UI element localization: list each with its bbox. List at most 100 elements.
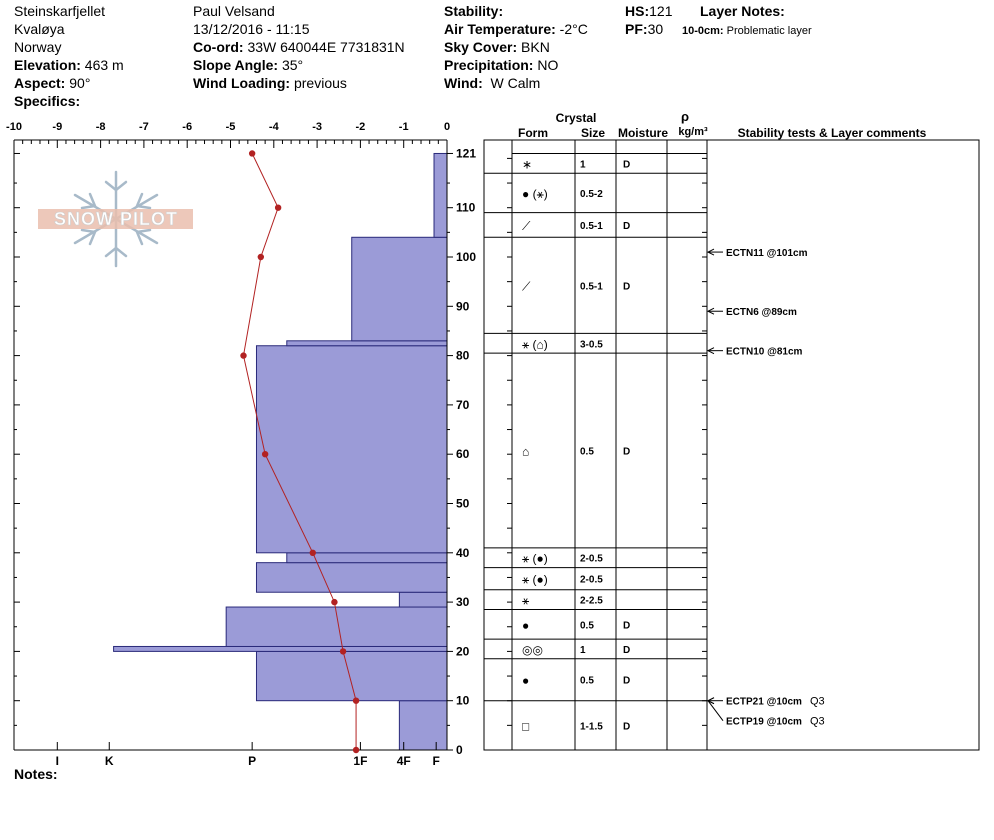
air-temp-label: Air Temperature: [444, 21, 556, 37]
hardness-tick-label: F [433, 754, 440, 768]
hardness-tick-label: P [248, 754, 256, 768]
hardness-bar [433, 152, 448, 238]
layer-form: ∗ [522, 157, 532, 171]
layer-size: 1 [580, 159, 586, 170]
header-comments: Stability tests & Layer comments [738, 126, 927, 140]
height-tick-label: 10 [456, 694, 470, 708]
layer-size: 0.5 [580, 620, 594, 631]
stability-test-label: ECTP19 @10cm [726, 717, 802, 728]
country: Norway [14, 39, 62, 55]
layer-size: 2-2.5 [580, 596, 603, 607]
layer-form: ⚹ (⌂) [522, 337, 548, 351]
temp-tick-label: -7 [139, 121, 149, 133]
sky-label: Sky Cover: [444, 39, 518, 55]
height-tick-label: 0 [456, 743, 463, 757]
coordinates: Co-ord: 33W 640044E 7731831N [193, 39, 405, 56]
height-tick-label: 80 [456, 349, 470, 363]
stability-test-arrow [707, 700, 724, 722]
height-tick-label: 121 [456, 146, 476, 160]
layer-size: 0.5-1 [580, 221, 603, 232]
layer-note-depth: 10-0cm: [682, 25, 724, 37]
layer-size: 0.5-1 [580, 281, 603, 292]
temp-tick-label: -4 [269, 121, 280, 133]
layer-moisture: D [623, 645, 630, 656]
height-tick-label: 30 [456, 595, 470, 609]
layer-size: 2-0.5 [580, 575, 603, 586]
pf-label: PF: [625, 21, 648, 37]
temperature-point [240, 352, 247, 359]
layer-size: 1 [580, 645, 586, 656]
wind-loading-value: previous [293, 75, 347, 91]
precipitation: Precipitation: NO [444, 57, 558, 74]
layer-form: ● (⚹) [522, 187, 548, 201]
stability-test-label: ECTN10 @81cm [726, 347, 803, 358]
slope-value: 35° [281, 57, 304, 73]
header-form: Form [518, 126, 548, 140]
layer-moisture: D [623, 721, 630, 732]
header-crystal: Crystal [556, 111, 597, 125]
table-frame [483, 139, 980, 751]
hardness-tick-label: I [56, 754, 59, 768]
hardness-tick-label: 1F [353, 754, 367, 768]
stability-test-quality: Q3 [810, 716, 825, 728]
layer-form: ● [522, 674, 529, 688]
layer-size: 1-1.5 [580, 721, 603, 732]
coord-label: Co-ord: [193, 39, 244, 55]
temp-tick-label: -5 [226, 121, 236, 133]
temp-tick-label: -2 [356, 121, 366, 133]
hardness-bar [255, 562, 448, 593]
layer-form: ⌂ [522, 445, 529, 459]
layer-form: ⟋ [522, 219, 531, 233]
stability-test-arrowhead [706, 697, 715, 705]
layer-form: ⚹ [522, 594, 529, 608]
stability-test-quality: Q3 [810, 696, 825, 708]
air-temp-value: -2°C [559, 21, 588, 37]
layer-size: 0.5 [580, 676, 594, 687]
hs-value: 121 [649, 3, 673, 19]
layer-form: ⚹ (●) [522, 552, 548, 566]
header-moisture: Moisture [618, 126, 668, 140]
temperature-point [274, 204, 282, 211]
hardness-bar [113, 645, 448, 652]
hardness-bar [398, 700, 448, 751]
height-tick-label: 110 [456, 201, 476, 215]
elevation-value: 463 m [84, 57, 124, 73]
precip-value: NO [537, 57, 559, 73]
layer-form: ● [522, 618, 529, 632]
hardness-tick-label: 4F [397, 754, 411, 768]
hardness-bar [286, 340, 448, 347]
precip-label: Precipitation: [444, 57, 534, 73]
sky-cover: Sky Cover: BKN [444, 39, 550, 56]
slope-label: Slope Angle: [193, 57, 279, 73]
header-rho: ρ [681, 109, 689, 124]
wind: Wind: W Calm [444, 75, 540, 92]
height-tick-label: 60 [456, 447, 470, 461]
height-tick-label: 100 [456, 250, 476, 264]
layer-size: 0.5-2 [580, 189, 603, 200]
stability-test-label: ECTN6 @89cm [726, 307, 797, 318]
layer-moisture: D [623, 620, 630, 631]
height-tick-label: 50 [456, 497, 470, 511]
observer: Paul Velsand [193, 3, 275, 19]
layer-form: ◎◎ [522, 643, 543, 657]
stability-test-arrowhead [706, 347, 715, 355]
layer-form: ⟋ [522, 279, 531, 293]
temperature-point [309, 549, 316, 556]
stability-label: Stability: [444, 3, 504, 19]
axes: -10 -9 -8 -7 -6 -5 -4 -3 -2 -1 0010203040506070809… [6, 121, 476, 768]
hardness-bar [351, 236, 448, 342]
layer-moisture: D [623, 676, 630, 687]
logo-band [38, 209, 193, 229]
layer-moisture: D [623, 281, 630, 292]
layer-form: ⚹ (●) [522, 573, 548, 587]
hardness-tick-label: K [105, 754, 114, 768]
region: Kvaløya [14, 21, 65, 37]
height-tick-label: 40 [456, 546, 470, 560]
layer-notes-label: Layer Notes: [700, 3, 785, 19]
temperature-point [261, 451, 269, 458]
layer-size: 2-0.5 [580, 554, 603, 565]
temperature-line [242, 153, 357, 750]
temperature-point [352, 697, 360, 704]
temp-tick-label: 0 [444, 121, 450, 133]
layer-note: 10-0cm: Problematic layer [682, 23, 812, 40]
